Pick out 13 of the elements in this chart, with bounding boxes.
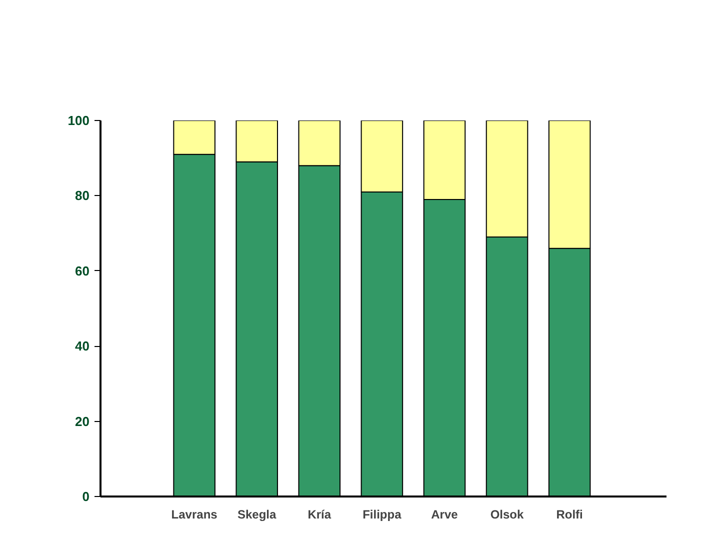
y-tick-label: 80	[75, 188, 90, 204]
x-tick-label: Arve	[431, 508, 458, 522]
x-tick-label: Rolfi	[556, 508, 583, 522]
x-tick-label: Olsok	[490, 508, 524, 522]
y-tick-label: 0	[82, 489, 90, 504]
y-tick-label: 20	[75, 414, 90, 429]
x-tick-label: Lavrans	[171, 508, 218, 522]
x-tick-label: Filippa	[362, 508, 402, 522]
x-tick-label: Skegla	[238, 508, 277, 522]
x-tick-label: Kría	[308, 508, 332, 522]
y-tick-label: 100	[68, 113, 90, 128]
y-tick-label: 40	[75, 338, 90, 354]
y-tick-label: 60	[75, 263, 90, 278]
